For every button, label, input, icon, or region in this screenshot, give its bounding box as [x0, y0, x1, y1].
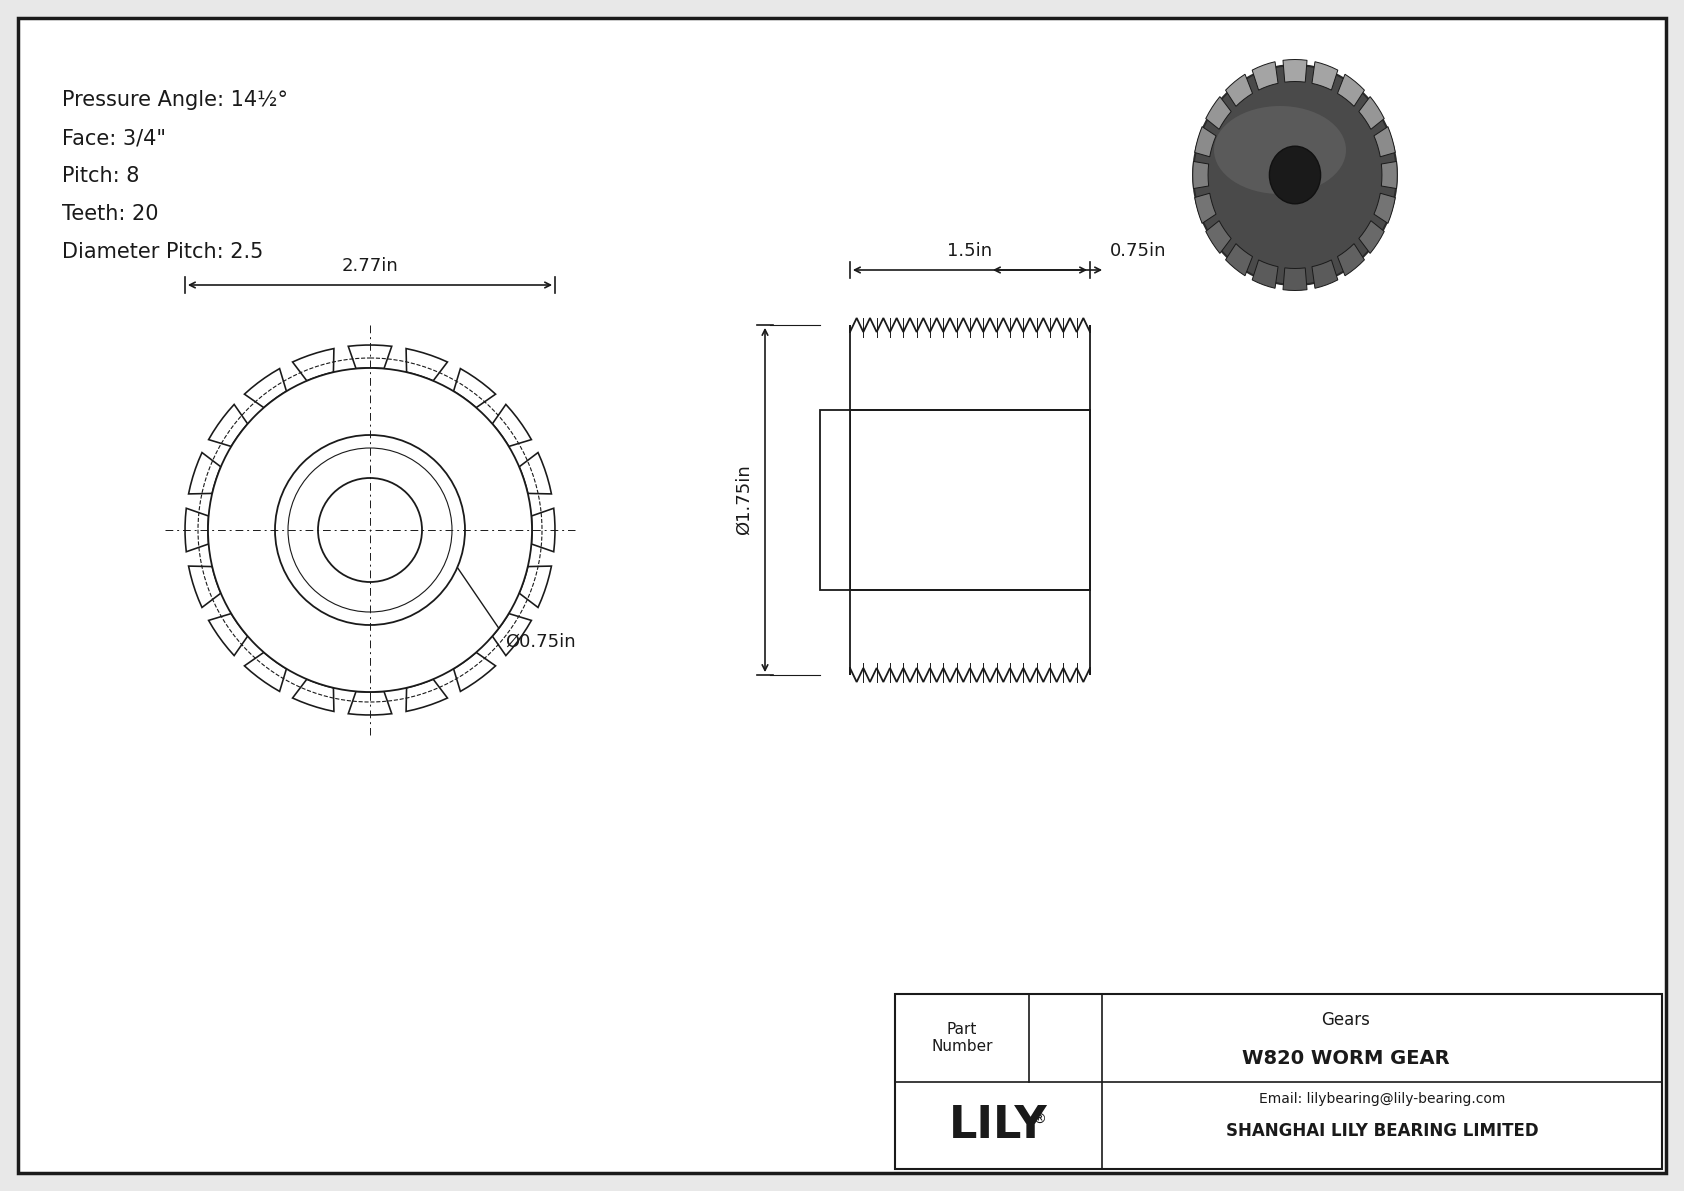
Text: 2.77in: 2.77in: [342, 257, 399, 275]
Polygon shape: [1359, 96, 1384, 130]
Polygon shape: [293, 679, 333, 711]
Ellipse shape: [1194, 66, 1396, 285]
Text: 0.75in: 0.75in: [1110, 242, 1167, 260]
Polygon shape: [1283, 268, 1307, 291]
Ellipse shape: [1270, 146, 1320, 204]
Polygon shape: [1226, 244, 1253, 276]
Text: Diameter Pitch: 2.5: Diameter Pitch: 2.5: [62, 242, 263, 262]
Bar: [850, 410, 1090, 590]
Bar: [820, 410, 850, 590]
Polygon shape: [189, 453, 221, 494]
Text: Ø0.75in: Ø0.75in: [505, 632, 576, 651]
Text: W820 WORM GEAR: W820 WORM GEAR: [1241, 1049, 1450, 1068]
Polygon shape: [1283, 60, 1307, 82]
Bar: [894, 994, 1662, 1170]
Text: 1.5in: 1.5in: [948, 242, 992, 260]
Polygon shape: [519, 566, 551, 607]
Polygon shape: [492, 613, 532, 655]
Polygon shape: [406, 679, 448, 711]
Polygon shape: [1359, 220, 1384, 254]
Polygon shape: [453, 653, 495, 692]
Text: ®: ®: [1032, 1114, 1046, 1127]
Polygon shape: [349, 345, 392, 368]
Polygon shape: [406, 349, 448, 381]
Polygon shape: [1312, 260, 1337, 288]
Ellipse shape: [1214, 106, 1346, 194]
Polygon shape: [1192, 162, 1209, 188]
Polygon shape: [519, 453, 551, 494]
Polygon shape: [1226, 74, 1253, 106]
Polygon shape: [850, 318, 1090, 682]
Circle shape: [274, 435, 465, 625]
Text: Pressure Angle: 14½°: Pressure Angle: 14½°: [62, 91, 288, 110]
Polygon shape: [532, 509, 556, 551]
Polygon shape: [349, 692, 392, 715]
Text: Face: 3/4": Face: 3/4": [62, 127, 167, 148]
Polygon shape: [244, 368, 286, 407]
Polygon shape: [1374, 193, 1396, 224]
Polygon shape: [1337, 74, 1364, 106]
Polygon shape: [1206, 96, 1231, 130]
Polygon shape: [189, 566, 221, 607]
Polygon shape: [1312, 62, 1337, 91]
Polygon shape: [492, 405, 532, 447]
Polygon shape: [1194, 126, 1216, 157]
Text: Gears: Gears: [1322, 1011, 1371, 1029]
Text: Email: lilybearing@lily-bearing.com: Email: lilybearing@lily-bearing.com: [1260, 1092, 1505, 1106]
Polygon shape: [1337, 244, 1364, 276]
Polygon shape: [185, 509, 209, 551]
Text: Ø1.75in: Ø1.75in: [734, 464, 753, 536]
Polygon shape: [1253, 260, 1278, 288]
Text: Teeth: 20: Teeth: 20: [62, 204, 158, 224]
Text: SHANGHAI LILY BEARING LIMITED: SHANGHAI LILY BEARING LIMITED: [1226, 1122, 1539, 1140]
Polygon shape: [244, 653, 286, 692]
Polygon shape: [293, 349, 333, 381]
Polygon shape: [209, 405, 248, 447]
Polygon shape: [1206, 220, 1231, 254]
Polygon shape: [1374, 126, 1396, 157]
Text: Pitch: 8: Pitch: 8: [62, 166, 140, 186]
Polygon shape: [209, 613, 248, 655]
Text: Part
Number: Part Number: [931, 1022, 994, 1054]
Circle shape: [209, 368, 532, 692]
Polygon shape: [453, 368, 495, 407]
Polygon shape: [1194, 193, 1216, 224]
Text: LILY: LILY: [950, 1104, 1047, 1147]
Circle shape: [318, 478, 423, 582]
Polygon shape: [1253, 62, 1278, 91]
Polygon shape: [1381, 162, 1398, 188]
